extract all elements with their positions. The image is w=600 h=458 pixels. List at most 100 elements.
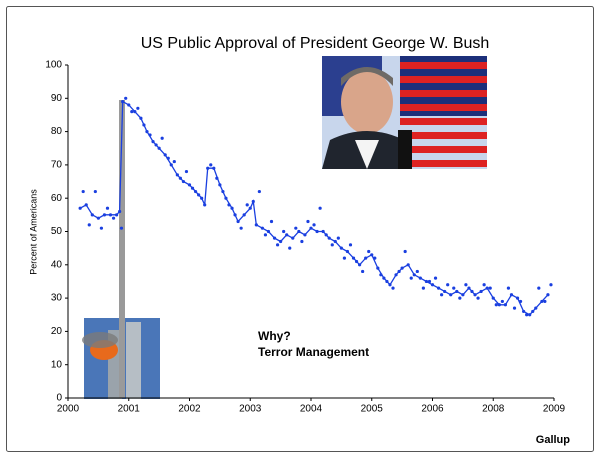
annotation: Terror Management [258, 345, 369, 359]
x-tick-label: 2005 [361, 404, 384, 415]
data-point [515, 296, 520, 300]
data-point [99, 226, 104, 230]
data-point [339, 246, 343, 250]
data-point [160, 136, 164, 140]
data-point [260, 226, 264, 230]
data-point [269, 219, 274, 224]
data-point [455, 289, 459, 294]
data-point [87, 223, 91, 227]
data-point [248, 206, 252, 210]
y-tick-label: 0 [56, 393, 62, 404]
data-point [421, 286, 425, 290]
data-point [130, 110, 134, 114]
data-point [342, 256, 347, 260]
data-point [522, 309, 526, 314]
y-tick-label: 100 [45, 60, 62, 71]
data-point [200, 196, 204, 200]
data-point [294, 226, 298, 230]
data-point [175, 173, 179, 177]
data-point [461, 293, 465, 297]
data-point [124, 96, 128, 100]
data-point [400, 266, 404, 270]
data-point [452, 286, 456, 290]
data-point [506, 286, 511, 290]
data-point [537, 286, 541, 290]
data-point [142, 123, 146, 127]
data-point [546, 293, 550, 297]
data-point [266, 229, 271, 234]
data-point [479, 289, 483, 294]
data-point [233, 213, 237, 217]
data-point [178, 176, 182, 180]
data-point [263, 233, 268, 237]
data-point [333, 239, 337, 244]
data-point [108, 213, 113, 217]
data-point [78, 206, 82, 210]
data-point [288, 246, 292, 250]
data-point [388, 283, 392, 287]
data-point [470, 289, 474, 294]
data-point [206, 166, 210, 170]
data-point [203, 203, 207, 207]
data-point [96, 216, 100, 220]
x-tick-label: 2008 [482, 404, 505, 415]
data-point [306, 219, 310, 224]
data-point [531, 309, 535, 314]
data-point [315, 229, 319, 234]
data-point [415, 269, 419, 274]
data-point [181, 179, 186, 184]
data-point [102, 213, 107, 217]
data-point [111, 216, 116, 220]
data-point [494, 303, 498, 307]
data-point [500, 299, 504, 304]
data-point [364, 256, 368, 260]
data-point [443, 289, 447, 294]
data-point [385, 279, 389, 284]
data-point [373, 256, 377, 260]
data-point [312, 223, 316, 227]
data-point [430, 283, 435, 287]
data-point [221, 189, 225, 194]
data-point [291, 236, 295, 240]
data-point [397, 269, 401, 274]
event-highlight [119, 100, 125, 398]
data-point [458, 296, 462, 300]
data-point [127, 103, 131, 107]
data-point [119, 226, 124, 230]
data-point [540, 299, 544, 304]
data-point [376, 266, 380, 270]
data-point [190, 186, 195, 190]
data-point [488, 286, 492, 290]
data-point [482, 283, 486, 287]
data-point [424, 279, 429, 284]
data-point [324, 233, 328, 237]
data-point [549, 283, 553, 287]
data-point [518, 299, 523, 304]
y-tick-label: 40 [51, 259, 63, 270]
data-point [133, 110, 137, 114]
data-point [209, 163, 213, 167]
data-point [358, 263, 362, 267]
data-point [227, 203, 231, 207]
data-point [370, 253, 374, 257]
data-point [105, 206, 110, 210]
data-point [467, 286, 471, 290]
data-point [476, 296, 480, 300]
y-tick-label: 10 [51, 359, 63, 370]
data-point [427, 279, 432, 284]
data-point [433, 276, 438, 280]
source-label: Gallup [536, 434, 571, 446]
data-point [118, 209, 122, 214]
data-point [230, 206, 234, 210]
data-point [449, 293, 453, 297]
y-tick-label: 60 [51, 193, 63, 204]
data-point [354, 259, 359, 264]
data-point [224, 196, 228, 200]
data-point [197, 193, 201, 197]
annotation: Why? [258, 329, 291, 343]
data-point [440, 293, 444, 297]
data-point [406, 263, 410, 267]
data-point [245, 203, 249, 207]
data-point [503, 303, 507, 307]
data-point [418, 276, 422, 280]
